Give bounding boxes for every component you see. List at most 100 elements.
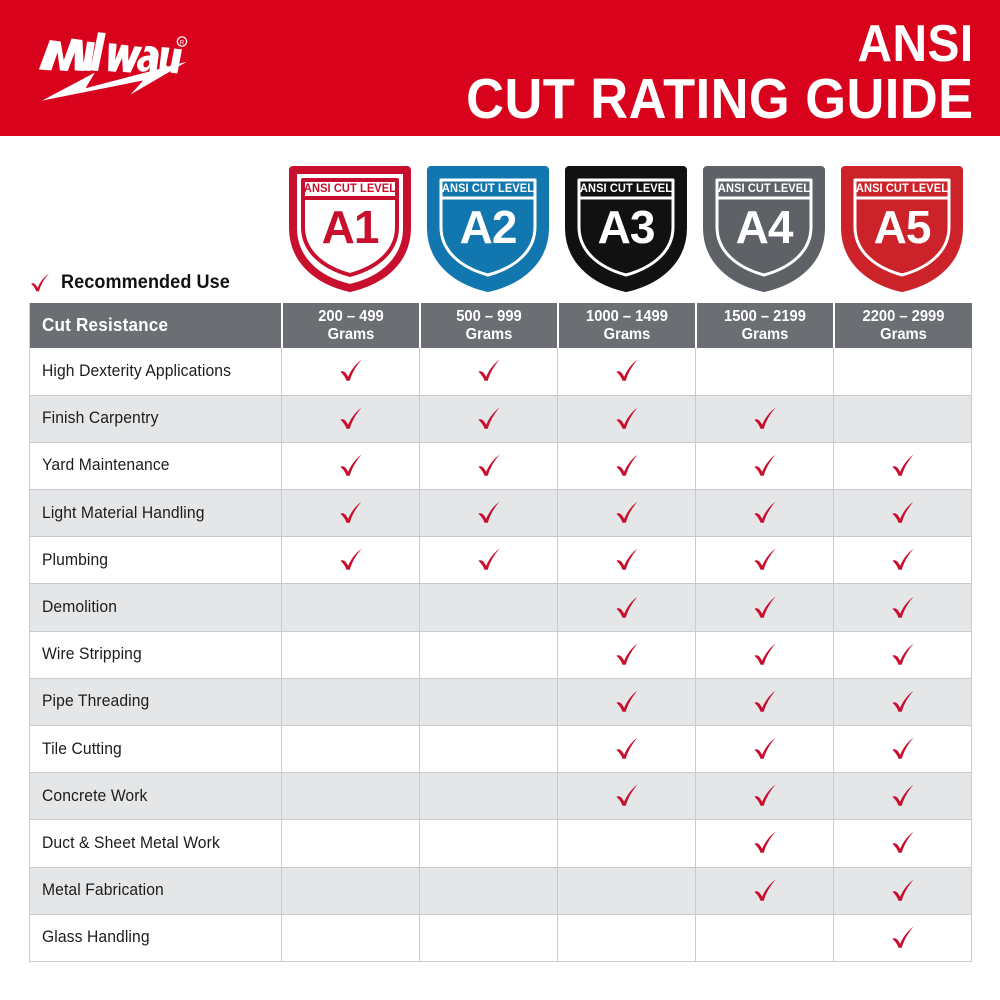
row-label: Pipe Threading <box>42 692 150 711</box>
cell-a1-empty <box>281 583 420 632</box>
red-checkmark-icon <box>891 548 914 571</box>
cell-a1-empty <box>281 678 420 727</box>
cell-a1-checked <box>281 395 420 443</box>
red-checkmark-icon <box>615 501 638 523</box>
cell-a3-checked <box>557 395 696 443</box>
red-checkmark-icon <box>753 407 776 429</box>
red-checkmark-icon <box>615 359 638 382</box>
column-header-category-label: Cut Resistance <box>42 315 169 335</box>
cell-a1-checked <box>281 348 420 396</box>
cell-a2-empty <box>419 772 558 821</box>
cell-a1-checked <box>281 536 420 585</box>
shield-level-label: ANSI CUT LEVEL <box>717 183 811 195</box>
red-checkmark-icon <box>477 454 500 476</box>
red-checkmark-icon <box>891 879 914 901</box>
red-checkmark-icon <box>891 737 914 759</box>
cell-a3-empty <box>557 914 696 962</box>
red-checkmark-icon <box>753 879 776 901</box>
column-header-range: 2200 – 2999 <box>862 308 944 326</box>
red-checkmark-icon <box>891 596 914 618</box>
cell-a3-checked <box>557 725 696 774</box>
shield-level-label: ANSI CUT LEVEL <box>855 183 949 195</box>
cell-a4-checked <box>695 536 834 585</box>
column-header-category: Cut Resistance <box>29 303 283 348</box>
table-row: Yard Maintenance <box>29 442 972 491</box>
red-checkmark-icon <box>615 690 638 712</box>
cell-a2-checked <box>419 395 558 443</box>
cell-a3-checked <box>557 583 696 632</box>
cell-a4-empty <box>695 348 834 396</box>
red-checkmark-icon <box>615 643 638 665</box>
column-header-a2: 500 – 999 Grams <box>419 303 559 348</box>
row-label-cell: Duct & Sheet Metal Work <box>29 819 282 868</box>
cut-rating-table: Cut Resistance 200 – 499 Grams 500 – 999 Gra… <box>29 303 972 962</box>
table-row: Plumbing <box>29 536 972 585</box>
red-checkmark-icon <box>891 832 914 854</box>
row-label-cell: Demolition <box>29 583 282 632</box>
milwaukee-logo: R <box>32 26 192 110</box>
table-row: Glass Handling <box>29 914 972 962</box>
red-checkmark-icon <box>615 407 638 429</box>
row-label: High Dexterity Applications <box>42 361 232 380</box>
column-header-unit: Grams <box>741 325 788 343</box>
row-label: Glass Handling <box>42 928 150 947</box>
cell-a3-checked <box>557 442 696 491</box>
cell-a5-checked <box>833 442 972 491</box>
shield-badges-row: ANSI CUT LEVEL A1 ANSI CUT LEVEL A2 ANSI CUT… <box>281 166 970 296</box>
red-checkmark-icon <box>339 501 362 523</box>
cell-a4-checked <box>695 678 834 727</box>
cell-a4-checked <box>695 395 834 443</box>
column-header-a1: 200 – 499 Grams <box>281 303 421 348</box>
cell-a5-checked <box>833 583 972 632</box>
table-body: High Dexterity Applications Finish Carpen… <box>29 348 972 962</box>
red-checkmark-icon <box>477 501 500 523</box>
column-header-unit: Grams <box>879 325 927 343</box>
column-header-unit: Grams <box>327 325 374 343</box>
cell-a5-checked <box>833 819 972 868</box>
cell-a4-checked <box>695 442 834 491</box>
row-label-cell: Concrete Work <box>29 772 282 821</box>
cell-a4-checked <box>695 583 834 632</box>
cell-a3-checked <box>557 631 696 679</box>
cell-a2-checked <box>419 348 558 396</box>
cell-a4-checked <box>695 819 834 868</box>
table-row: Finish Carpentry <box>29 395 972 443</box>
cell-a1-checked <box>281 442 420 491</box>
cell-a5-checked <box>833 867 972 915</box>
cell-a1-empty <box>281 631 420 679</box>
cell-a3-checked <box>557 348 696 396</box>
shield-shape-a1: ANSI CUT LEVEL A1 <box>289 166 411 292</box>
row-label: Yard Maintenance <box>42 456 170 475</box>
row-label-cell: Finish Carpentry <box>29 395 282 443</box>
table-header-row: Cut Resistance 200 – 499 Grams 500 – 999 Gra… <box>29 303 972 348</box>
row-label-cell: Wire Stripping <box>29 631 282 679</box>
column-header-unit: Grams <box>465 325 512 343</box>
cell-a2-empty <box>419 867 558 915</box>
red-checkmark-icon <box>615 454 638 476</box>
cell-a1-checked <box>281 489 420 538</box>
red-checkmark-icon <box>753 454 776 476</box>
red-checkmark-icon <box>753 690 776 712</box>
row-label: Metal Fabrication <box>42 881 164 900</box>
row-label-cell: Plumbing <box>29 536 282 585</box>
page-title: ANSI CUT RATING GUIDE <box>422 18 974 127</box>
red-checkmark-icon <box>891 690 914 712</box>
shield-level-label: ANSI CUT LEVEL <box>579 183 673 195</box>
row-label: Demolition <box>42 598 118 617</box>
shield-shape-a2: ANSI CUT LEVEL A2 <box>427 166 549 292</box>
cell-a1-empty <box>281 772 420 821</box>
column-header-a4: 1500 – 2199 Grams <box>695 303 835 348</box>
cell-a2-empty <box>419 583 558 632</box>
red-checkmark-icon <box>339 359 362 382</box>
red-checkmark-icon <box>753 501 776 523</box>
red-checkmark-icon <box>615 784 638 807</box>
svg-text:R: R <box>180 40 185 47</box>
cell-a5-checked <box>833 772 972 821</box>
red-checkmark-icon <box>891 454 914 476</box>
column-header-a3: 1000 – 1499 Grams <box>557 303 697 348</box>
cell-a5-checked <box>833 678 972 727</box>
red-checkmark-icon <box>477 407 500 429</box>
cell-a4-checked <box>695 489 834 538</box>
column-header-range: 200 – 499 <box>317 308 384 326</box>
